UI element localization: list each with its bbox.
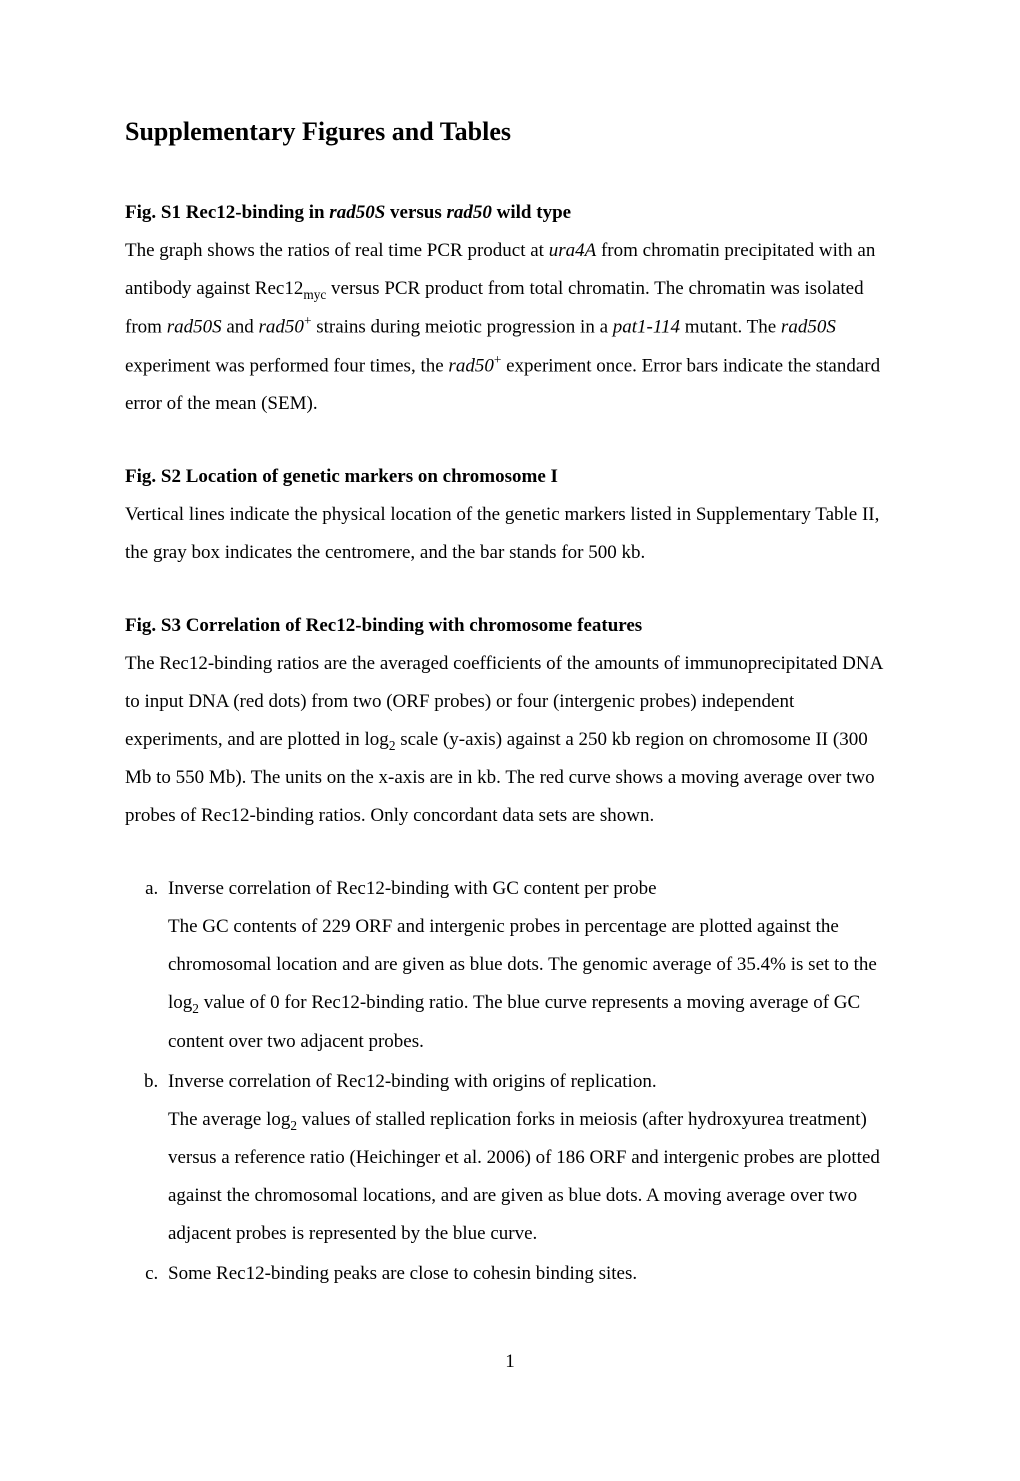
list-item-body: The GC contents of 229 ORF and intergeni… <box>168 908 895 1060</box>
list-item-body: The average log2 values of stalled repli… <box>168 1101 895 1253</box>
list-item: Some Rec12-binding peaks are close to co… <box>163 1255 895 1293</box>
section-s1: Fig. S1 Rec12-binding in rad50S versus r… <box>125 194 895 423</box>
section-s3: Fig. S3 Correlation of Rec12-binding wit… <box>125 607 895 1293</box>
section-s2: Fig. S2 Location of genetic markers on c… <box>125 458 895 572</box>
section-s1-heading: Fig. S1 Rec12-binding in rad50S versus r… <box>125 194 895 232</box>
main-title: Supplementary Figures and Tables <box>125 115 895 149</box>
section-s3-body: The Rec12-binding ratios are the average… <box>125 645 895 835</box>
list-item-title: Inverse correlation of Rec12-binding wit… <box>168 1063 895 1101</box>
page-number: 1 <box>125 1343 895 1381</box>
section-s3-heading: Fig. S3 Correlation of Rec12-binding wit… <box>125 607 895 645</box>
section-s1-body: The graph shows the ratios of real time … <box>125 232 895 423</box>
list-item: Inverse correlation of Rec12-binding wit… <box>163 1063 895 1253</box>
list-item-title: Inverse correlation of Rec12-binding wit… <box>168 870 895 908</box>
section-s2-body: Vertical lines indicate the physical loc… <box>125 496 895 572</box>
section-s2-heading: Fig. S2 Location of genetic markers on c… <box>125 458 895 496</box>
section-s3-list: Inverse correlation of Rec12-binding wit… <box>125 870 895 1293</box>
list-item: Inverse correlation of Rec12-binding wit… <box>163 870 895 1060</box>
list-item-title: Some Rec12-binding peaks are close to co… <box>168 1255 895 1293</box>
